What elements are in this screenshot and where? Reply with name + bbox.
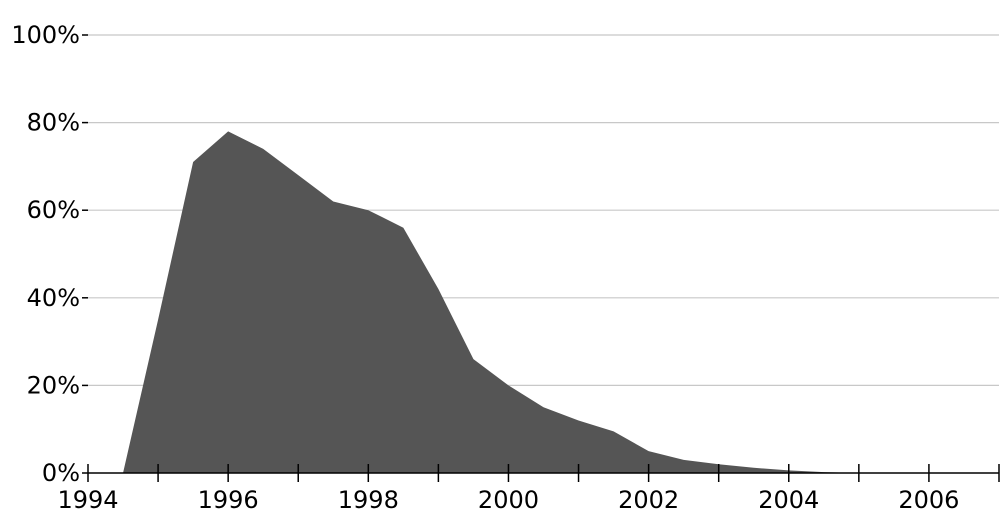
area-series-0 [123, 131, 1000, 474]
y-tick-label: 100% [11, 21, 80, 49]
x-tick-label: 2006 [898, 486, 959, 509]
plot-area [123, 131, 1000, 474]
x-tick-label: 1998 [338, 486, 399, 509]
x-axis-labels: 1994 1996 1998 2000 2002 2004 2006 [57, 486, 959, 509]
y-tick-label: 40% [27, 284, 80, 312]
x-tick-label: 2000 [478, 486, 539, 509]
y-tick-label: 60% [27, 196, 80, 224]
y-axis-labels: 0% 20% 40% 60% 80% 100% [11, 21, 80, 487]
x-tick-label: 2004 [758, 486, 819, 509]
x-tick-label: 2002 [618, 486, 679, 509]
x-tick-label: 1994 [57, 486, 118, 509]
y-tick-label: 20% [27, 371, 80, 399]
y-tick-label: 0% [42, 459, 80, 487]
y-tick-label: 80% [27, 109, 80, 137]
x-tick-label: 1996 [198, 486, 259, 509]
x-axis [82, 34, 1000, 482]
